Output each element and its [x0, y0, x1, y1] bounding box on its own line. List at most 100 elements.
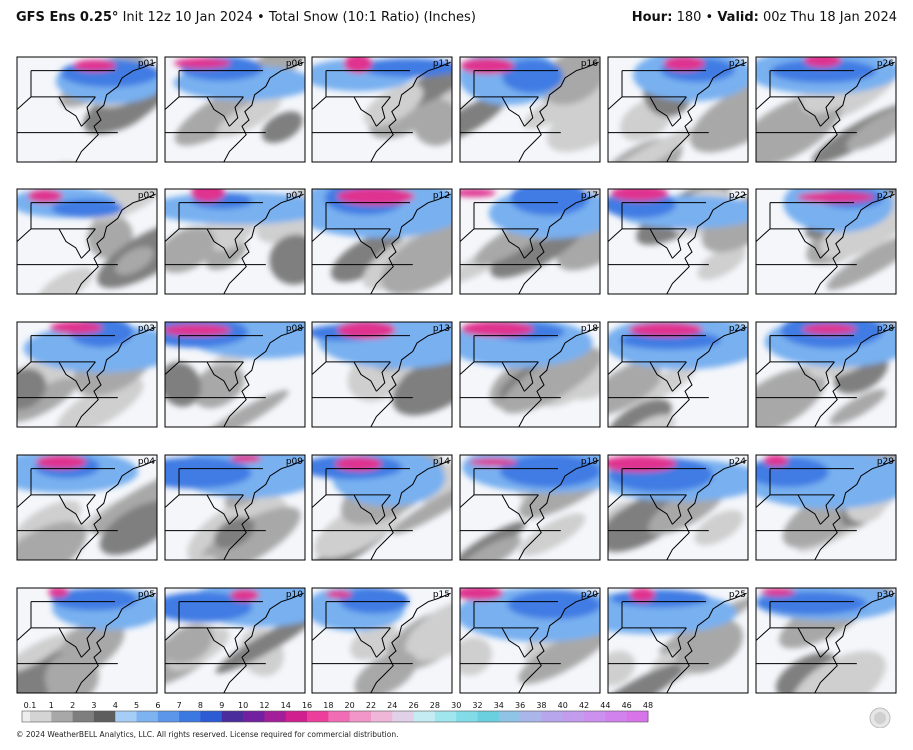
- colorbar-label: 24: [387, 701, 397, 710]
- state-line: [17, 627, 32, 641]
- state-line: [229, 96, 244, 127]
- state-line: [223, 592, 304, 693]
- map-panel: [756, 588, 896, 693]
- snow-gray: [391, 480, 452, 535]
- state-line: [524, 361, 539, 392]
- colorbar-label: 38: [536, 701, 546, 710]
- snow-field: [460, 322, 600, 414]
- map-panel: [17, 189, 157, 294]
- map-panel: [756, 189, 896, 294]
- state-line: [165, 96, 180, 110]
- snow-pink: [173, 57, 231, 69]
- colorbar-swatch: [626, 711, 649, 722]
- state-line: [75, 193, 156, 294]
- map-panel: [756, 57, 896, 162]
- snow-pink: [165, 324, 231, 337]
- state-line: [75, 326, 156, 427]
- panel-label: p14: [433, 457, 450, 467]
- snow-gray: [99, 500, 157, 555]
- panel-frame: [164, 56, 306, 163]
- panel-frame: [16, 587, 158, 694]
- panel-frame: [755, 587, 897, 694]
- snow-gray: [215, 613, 305, 674]
- footer: © 2024 WeatherBELL Analytics, LLC. All r…: [16, 730, 399, 739]
- snow-gray: [519, 513, 586, 557]
- snow-field: [312, 57, 452, 146]
- panel-label: p05: [138, 590, 155, 600]
- snow-field: [460, 189, 600, 285]
- colorbar-swatch: [115, 711, 138, 722]
- colorbar-label: 26: [408, 701, 418, 710]
- snow-gray: [354, 651, 417, 693]
- snow-gray: [381, 224, 452, 294]
- snow-pink: [325, 590, 352, 599]
- colorbar-swatch: [349, 711, 372, 722]
- state-line: [206, 494, 230, 525]
- panel-frame: [459, 321, 601, 428]
- panel-frame: [164, 587, 306, 694]
- snow-gray: [115, 246, 154, 275]
- state-line: [223, 193, 304, 294]
- panel-label: p03: [138, 324, 155, 334]
- panel-frame: [311, 454, 453, 561]
- snow-blue: [610, 589, 709, 608]
- state-line: [376, 228, 391, 259]
- panel-label: p26: [877, 59, 894, 69]
- state-line: [81, 494, 96, 525]
- panel-frame: [755, 188, 897, 295]
- state-line: [165, 228, 180, 242]
- panel-frame: [16, 56, 158, 163]
- state-line: [820, 494, 835, 525]
- colorbar-swatch: [307, 711, 329, 722]
- map-panel: [165, 588, 305, 693]
- panel-frame: [16, 454, 158, 561]
- snow-blue: [756, 591, 867, 615]
- map-panel: [460, 57, 600, 162]
- snow-gray: [36, 267, 94, 294]
- panel-frame: [164, 188, 306, 295]
- panel-label: p17: [581, 191, 598, 201]
- colorbar-swatch: [30, 711, 52, 722]
- state-line: [649, 96, 673, 127]
- snow-gray: [213, 516, 255, 549]
- snow-field: [173, 57, 305, 146]
- state-line: [376, 96, 391, 127]
- map-panel: [165, 322, 305, 427]
- snow-gray: [405, 597, 452, 661]
- snow-blue: [51, 199, 124, 218]
- colorbar-swatch: [562, 711, 585, 722]
- snow-pink: [629, 588, 655, 603]
- snow-gray: [17, 377, 79, 422]
- state-line: [501, 96, 525, 127]
- snow-pink: [610, 189, 669, 202]
- colorbar-label: 20: [345, 701, 355, 710]
- colorbar-label: 6: [155, 701, 160, 710]
- state-line: [501, 494, 525, 525]
- snow-field: [460, 588, 600, 684]
- state-line: [353, 627, 377, 658]
- colorbar-label: 42: [579, 701, 589, 710]
- panel-frame: [459, 587, 601, 694]
- state-line: [814, 459, 895, 560]
- state-line: [376, 627, 391, 658]
- snow-gray: [460, 536, 522, 560]
- snow-gray: [191, 364, 245, 409]
- state-line: [797, 96, 821, 127]
- state-line: [756, 627, 771, 641]
- snow-gray: [413, 99, 452, 146]
- state-line: [608, 96, 623, 110]
- snow-blue: [339, 588, 409, 614]
- colorbar-label: 2: [70, 701, 75, 710]
- panel-frame: [311, 321, 453, 428]
- colorbar-label: 18: [323, 701, 333, 710]
- snow-blue: [507, 590, 600, 620]
- state-line: [312, 627, 327, 641]
- snow-blue: [510, 189, 589, 216]
- snow-gray: [17, 368, 47, 410]
- state-line: [17, 228, 32, 242]
- panel-frame: [311, 587, 453, 694]
- snow-gray: [460, 521, 526, 560]
- state-line: [672, 361, 687, 392]
- panel-label: p01: [138, 59, 155, 69]
- colorbar-label: 28: [430, 701, 440, 710]
